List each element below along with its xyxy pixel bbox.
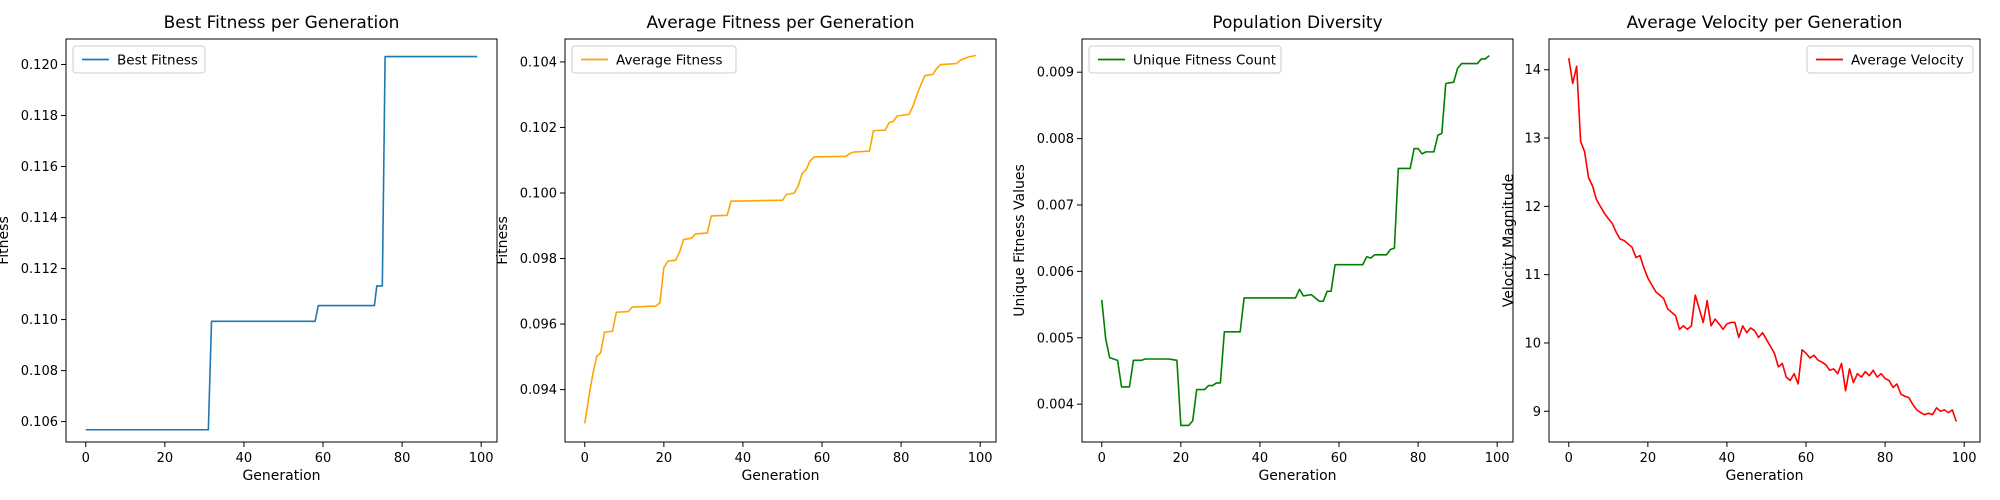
legend: Average Velocity — [1806, 45, 1974, 74]
y-tick-label: 0.108 — [21, 364, 58, 379]
x-tick-label: 0 — [82, 451, 90, 466]
plot-frame — [65, 38, 498, 443]
y-tick-label: 0.007 — [1037, 198, 1074, 213]
y-tick-label: 0.005 — [1037, 331, 1074, 346]
x-tick-label: 40 — [236, 451, 253, 466]
y-tick-label: 0.114 — [21, 211, 58, 226]
plot-frame — [564, 38, 997, 443]
x-tick-label: 80 — [1410, 451, 1427, 466]
x-axis-label: Generation — [741, 468, 819, 484]
x-tick-label: 20 — [656, 451, 673, 466]
x-tick-label: 0 — [1098, 451, 1106, 466]
y-tick-label: 9 — [1533, 405, 1541, 420]
x-tick-label: 60 — [1798, 451, 1815, 466]
chart-title: Average Velocity per Generation — [1627, 13, 1903, 33]
y-tick-label: 0.006 — [1037, 265, 1074, 280]
x-tick-label: 80 — [893, 451, 910, 466]
x-tick-label: 40 — [735, 451, 752, 466]
x-tick-label: 60 — [814, 451, 831, 466]
y-tick-label: 0.004 — [1037, 398, 1074, 413]
x-tick-label: 100 — [469, 451, 494, 466]
legend-box — [72, 45, 206, 74]
y-tick-label: 11 — [1524, 268, 1541, 283]
x-tick-label: 40 — [1719, 451, 1736, 466]
series-line-1 — [583, 54, 977, 424]
x-tick-label: 80 — [394, 451, 411, 466]
x-axis-label: Generation — [1725, 468, 1803, 484]
y-tick-label: 10 — [1524, 336, 1541, 351]
chart-panel-1: Best Fitness per Generation 0 20 40 60 80 100 0… — [0, 13, 498, 484]
legend-label: Best Fitness — [117, 53, 198, 69]
y-tick-label: 0.118 — [21, 109, 58, 124]
series-line-1 — [85, 55, 478, 431]
chart-panel-4: Average Velocity per Generation 0 20 40 60 80… — [1501, 13, 1981, 484]
chart-panel-2: Average Fitness per Generation 0 20 40 60 80 1… — [495, 13, 997, 484]
x-tick-label: 80 — [1877, 451, 1894, 466]
x-tick-label: 0 — [1565, 451, 1573, 466]
legend-label: Unique Fitness Count — [1133, 53, 1276, 69]
x-tick-label: 0 — [581, 451, 589, 466]
y-axis-label: Fitness — [495, 216, 511, 265]
y-tick-label: 0.098 — [520, 252, 557, 267]
plot-frame — [1548, 38, 1981, 443]
legend: Unique Fitness Count — [1088, 45, 1282, 74]
y-axis-label: Velocity Magnitude — [1501, 174, 1517, 308]
y-tick-label: 0.116 — [21, 160, 58, 175]
x-tick-label: 20 — [157, 451, 174, 466]
y-tick-label: 12 — [1524, 200, 1541, 215]
legend: Average Fitness — [571, 45, 737, 74]
x-tick-label: 20 — [1640, 451, 1657, 466]
y-tick-label: 0.094 — [520, 383, 557, 398]
x-axis-label: Generation — [242, 468, 320, 484]
x-tick-label: 100 — [968, 451, 993, 466]
series-line-1 — [1100, 54, 1490, 427]
y-tick-label: 13 — [1524, 132, 1541, 147]
series-line-1 — [1567, 58, 1958, 422]
legend: Best Fitness — [72, 45, 206, 74]
y-tick-label: 0.110 — [21, 313, 58, 328]
legend-box — [1806, 45, 1974, 74]
chart-title: Best Fitness per Generation — [164, 13, 400, 33]
y-axis-label: Unique Fitness Values — [1012, 164, 1028, 317]
y-tick-label: 0.009 — [1037, 66, 1074, 81]
y-axis-label: Fitness — [0, 216, 12, 265]
chart-title: Average Fitness per Generation — [647, 13, 915, 33]
legend-label: Average Fitness — [616, 53, 722, 69]
y-tick-label: 0.120 — [21, 58, 58, 73]
x-tick-label: 60 — [1331, 451, 1348, 466]
x-tick-label: 20 — [1173, 451, 1190, 466]
plot-frame — [1081, 38, 1514, 443]
x-tick-label: 40 — [1252, 451, 1269, 466]
x-tick-label: 100 — [1485, 451, 1510, 466]
x-tick-label: 100 — [1952, 451, 1977, 466]
y-tick-label: 0.096 — [520, 318, 557, 333]
legend-box — [1088, 45, 1282, 74]
y-tick-label: 0.112 — [21, 262, 58, 277]
chart-panel-3: Population Diversity 0 20 40 60 80 100 0.004 0.0… — [1012, 13, 1514, 484]
legend-label: Average Velocity — [1851, 53, 1964, 69]
y-tick-label: 0.104 — [520, 55, 557, 70]
y-tick-label: 0.106 — [21, 415, 58, 430]
legend-box — [571, 45, 737, 74]
y-tick-label: 14 — [1524, 63, 1541, 78]
chart-title: Population Diversity — [1212, 13, 1382, 33]
y-tick-label: 0.102 — [520, 121, 557, 136]
y-tick-label: 0.100 — [520, 186, 557, 201]
x-axis-label: Generation — [1258, 468, 1336, 484]
y-tick-label: 0.008 — [1037, 132, 1074, 147]
x-tick-label: 60 — [315, 451, 332, 466]
